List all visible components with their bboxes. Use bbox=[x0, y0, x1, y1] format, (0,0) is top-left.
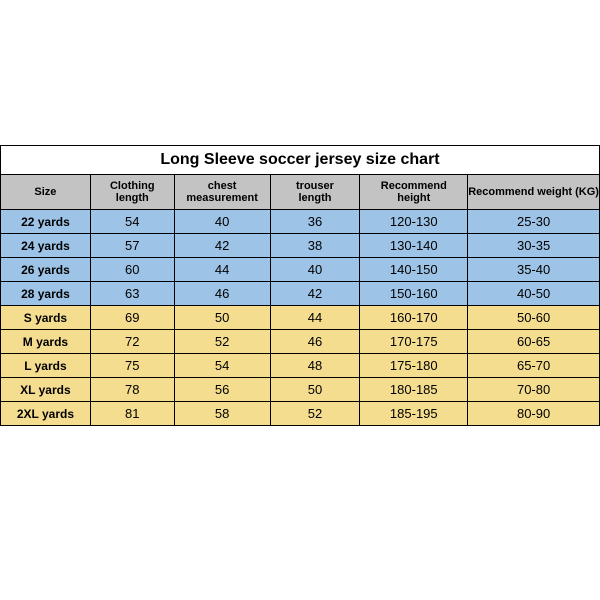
value-cell: 54 bbox=[90, 210, 174, 234]
value-cell: 56 bbox=[174, 378, 270, 402]
column-header: Recommendheight bbox=[360, 175, 468, 210]
table-row: L yards755448175-18065-70 bbox=[1, 354, 600, 378]
size-chart-table: Long Sleeve soccer jersey size chart Siz… bbox=[0, 145, 600, 426]
value-cell: 40 bbox=[270, 258, 360, 282]
chart-title: Long Sleeve soccer jersey size chart bbox=[1, 146, 600, 175]
value-cell: 46 bbox=[174, 282, 270, 306]
value-cell: 42 bbox=[270, 282, 360, 306]
value-cell: 57 bbox=[90, 234, 174, 258]
value-cell: 185-195 bbox=[360, 402, 468, 426]
size-cell: S yards bbox=[1, 306, 91, 330]
column-header: Recommend weight (KG) bbox=[468, 175, 600, 210]
value-cell: 140-150 bbox=[360, 258, 468, 282]
value-cell: 44 bbox=[174, 258, 270, 282]
value-cell: 52 bbox=[174, 330, 270, 354]
table-row: 28 yards634642150-16040-50 bbox=[1, 282, 600, 306]
table-row: 26 yards604440140-15035-40 bbox=[1, 258, 600, 282]
value-cell: 25-30 bbox=[468, 210, 600, 234]
value-cell: 150-160 bbox=[360, 282, 468, 306]
value-cell: 81 bbox=[90, 402, 174, 426]
value-cell: 50 bbox=[174, 306, 270, 330]
value-cell: 50-60 bbox=[468, 306, 600, 330]
value-cell: 54 bbox=[174, 354, 270, 378]
size-cell: 28 yards bbox=[1, 282, 91, 306]
value-cell: 44 bbox=[270, 306, 360, 330]
value-cell: 72 bbox=[90, 330, 174, 354]
title-row: Long Sleeve soccer jersey size chart bbox=[1, 146, 600, 175]
table-row: S yards695044160-17050-60 bbox=[1, 306, 600, 330]
value-cell: 35-40 bbox=[468, 258, 600, 282]
value-cell: 120-130 bbox=[360, 210, 468, 234]
value-cell: 175-180 bbox=[360, 354, 468, 378]
column-header: trouserlength bbox=[270, 175, 360, 210]
table-row: 24 yards574238130-14030-35 bbox=[1, 234, 600, 258]
value-cell: 78 bbox=[90, 378, 174, 402]
size-cell: XL yards bbox=[1, 378, 91, 402]
table-row: XL yards785650180-18570-80 bbox=[1, 378, 600, 402]
value-cell: 60-65 bbox=[468, 330, 600, 354]
value-cell: 63 bbox=[90, 282, 174, 306]
value-cell: 160-170 bbox=[360, 306, 468, 330]
size-cell: 22 yards bbox=[1, 210, 91, 234]
value-cell: 65-70 bbox=[468, 354, 600, 378]
size-chart-container: Long Sleeve soccer jersey size chart Siz… bbox=[0, 0, 600, 600]
value-cell: 42 bbox=[174, 234, 270, 258]
column-header: chest measurement bbox=[174, 175, 270, 210]
value-cell: 48 bbox=[270, 354, 360, 378]
column-header: Clothinglength bbox=[90, 175, 174, 210]
value-cell: 38 bbox=[270, 234, 360, 258]
value-cell: 50 bbox=[270, 378, 360, 402]
size-cell: L yards bbox=[1, 354, 91, 378]
header-row: SizeClothinglengthchest measurementtrous… bbox=[1, 175, 600, 210]
value-cell: 40-50 bbox=[468, 282, 600, 306]
value-cell: 52 bbox=[270, 402, 360, 426]
value-cell: 70-80 bbox=[468, 378, 600, 402]
value-cell: 75 bbox=[90, 354, 174, 378]
column-header: Size bbox=[1, 175, 91, 210]
size-cell: 2XL yards bbox=[1, 402, 91, 426]
value-cell: 69 bbox=[90, 306, 174, 330]
value-cell: 180-185 bbox=[360, 378, 468, 402]
size-cell: M yards bbox=[1, 330, 91, 354]
table-row: 22 yards544036120-13025-30 bbox=[1, 210, 600, 234]
value-cell: 46 bbox=[270, 330, 360, 354]
value-cell: 58 bbox=[174, 402, 270, 426]
value-cell: 30-35 bbox=[468, 234, 600, 258]
value-cell: 40 bbox=[174, 210, 270, 234]
size-cell: 26 yards bbox=[1, 258, 91, 282]
table-row: 2XL yards815852185-19580-90 bbox=[1, 402, 600, 426]
value-cell: 80-90 bbox=[468, 402, 600, 426]
table-row: M yards725246170-17560-65 bbox=[1, 330, 600, 354]
value-cell: 170-175 bbox=[360, 330, 468, 354]
size-cell: 24 yards bbox=[1, 234, 91, 258]
value-cell: 130-140 bbox=[360, 234, 468, 258]
value-cell: 60 bbox=[90, 258, 174, 282]
value-cell: 36 bbox=[270, 210, 360, 234]
